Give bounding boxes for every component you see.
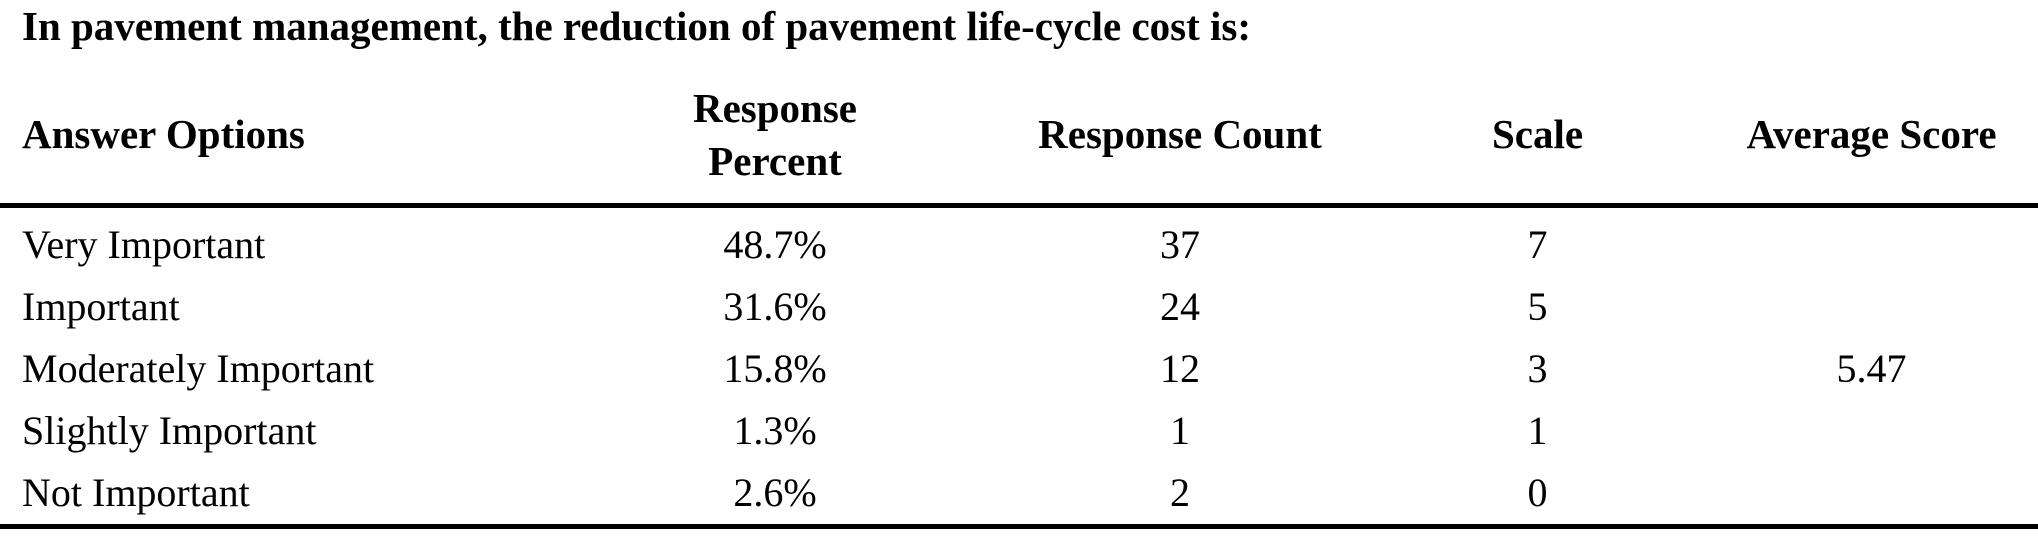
table-row: Moderately Important 15.8% 12 3 5.47 xyxy=(0,338,2038,400)
answer-option-label: Very Important xyxy=(22,222,266,268)
response-count-value: 1 xyxy=(1170,408,1190,454)
response-percent-value: 2.6% xyxy=(733,470,817,516)
table-row: Very Important 48.7% 37 7 xyxy=(0,214,2038,276)
scale-value: 5 xyxy=(1527,284,1548,330)
header-response-count: Response Count xyxy=(1038,111,1322,158)
table-bottom-rule xyxy=(0,524,2038,530)
response-count-value: 12 xyxy=(1160,346,1200,392)
answer-option-label: Slightly Important xyxy=(22,408,317,454)
header-response-percent-label: Response Percent xyxy=(692,84,858,185)
survey-results-table: Answer Options Response Percent Response… xyxy=(0,67,2038,530)
table-row: Not Important 2.6% 2 0 xyxy=(0,462,2038,524)
table-row: Important 31.6% 24 5 xyxy=(0,276,2038,338)
average-score-value: 5.47 xyxy=(1836,346,1907,392)
table-body: Very Important 48.7% 37 7 Important 31.6… xyxy=(0,208,2038,524)
scale-value: 3 xyxy=(1527,346,1548,392)
answer-option-label: Moderately Important xyxy=(22,346,375,392)
scale-value: 0 xyxy=(1527,470,1548,516)
table-header-row: Answer Options Response Percent Response… xyxy=(0,67,2038,203)
scale-value: 1 xyxy=(1527,408,1548,454)
header-response-percent: Response Percent xyxy=(560,82,990,189)
answer-option-label: Not Important xyxy=(22,470,250,516)
table-row: Slightly Important 1.3% 1 1 xyxy=(0,400,2038,462)
header-separator-rule xyxy=(0,203,2038,209)
header-answer-options: Answer Options xyxy=(22,111,305,158)
answer-option-label: Important xyxy=(22,284,180,330)
header-average-score: Average Score xyxy=(1746,111,1997,158)
response-percent-value: 15.8% xyxy=(723,346,827,392)
response-percent-value: 1.3% xyxy=(733,408,817,454)
response-count-value: 37 xyxy=(1160,222,1200,268)
response-count-value: 24 xyxy=(1160,284,1200,330)
header-scale: Scale xyxy=(1491,111,1584,158)
response-count-value: 2 xyxy=(1170,470,1190,516)
response-percent-value: 31.6% xyxy=(723,284,827,330)
scale-value: 7 xyxy=(1527,222,1548,268)
question-title: In pavement management, the reduction of… xyxy=(22,3,1252,49)
response-percent-value: 48.7% xyxy=(723,222,827,268)
